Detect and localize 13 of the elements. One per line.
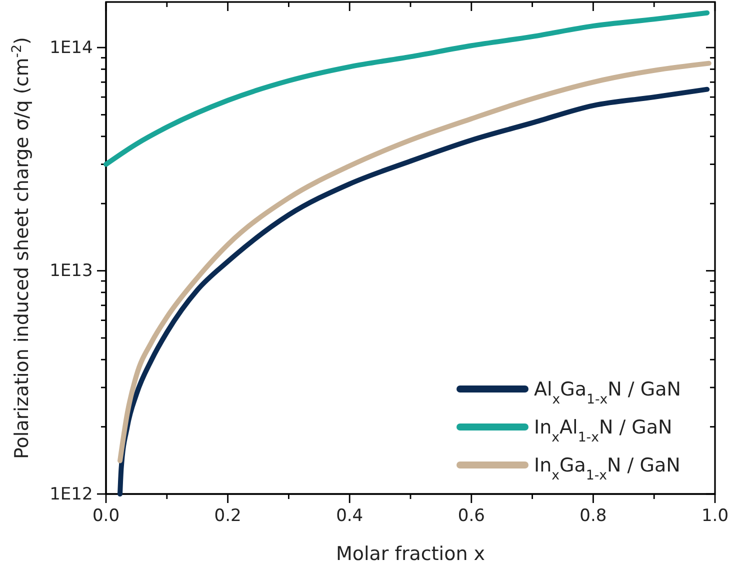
legend-label: In$_{x}$Al$_{1-x}$N / GaN (534, 416, 672, 446)
x-tick-label: 0.0 (92, 506, 120, 526)
x-tick-label: 1.0 (701, 506, 729, 526)
legend-label: In$_{x}$Ga$_{1-x}$N / GaN (534, 454, 680, 484)
y-tick-label: 1E14 (50, 38, 93, 58)
x-tick-label: 0.6 (458, 506, 485, 526)
x-axis-title: Molar fraction x (336, 543, 486, 565)
y-tick-label: 1E13 (50, 261, 93, 282)
y-tick-label: 1E12 (50, 484, 93, 504)
legend-label: Al$_{x}$Ga$_{1-x}$N / GaN (534, 378, 681, 408)
x-tick-label: 0.8 (580, 506, 607, 526)
x-tick-label: 0.2 (214, 506, 242, 526)
x-tick-label: 0.4 (336, 506, 364, 526)
